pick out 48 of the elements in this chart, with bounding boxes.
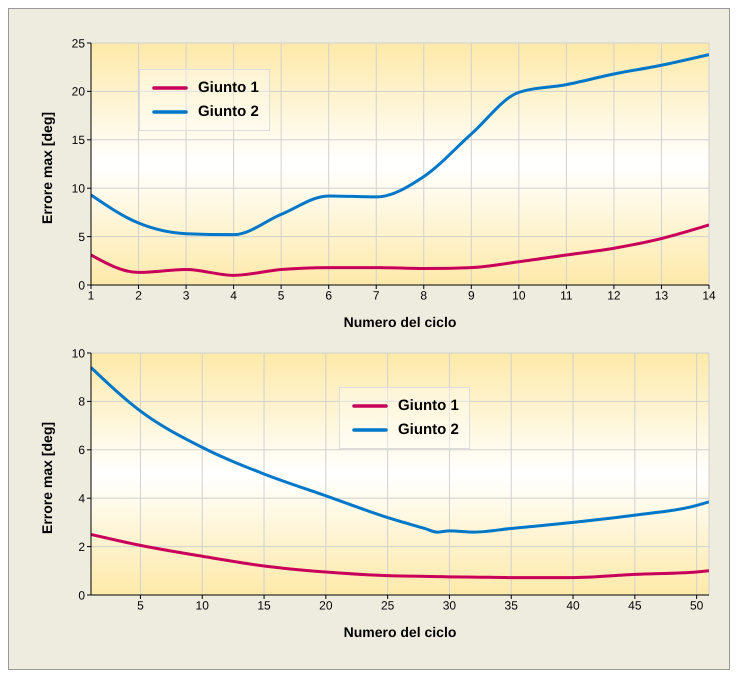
x-tick-label: 5 <box>137 598 144 613</box>
x-tick-label: 2 <box>135 288 142 303</box>
y-tick-label: 20 <box>72 84 86 99</box>
line-series <box>91 366 709 534</box>
legend-label: Giunto 1 <box>398 396 459 416</box>
x-tick-label: 5 <box>278 288 285 303</box>
x-tick-label: 1 <box>88 288 95 303</box>
x-tick-label: 10 <box>196 598 210 613</box>
y-tick-label: 0 <box>78 588 86 602</box>
legend-label: Giunto 2 <box>198 102 259 122</box>
y-axis-title: Errore max [deg] <box>38 112 55 224</box>
x-tick-label: 13 <box>654 288 668 303</box>
x-tick-label: 25 <box>380 598 395 613</box>
y-tick-label: 10 <box>72 181 86 196</box>
x-tick-label: 11 <box>560 288 573 303</box>
x-tick-label: 15 <box>257 598 272 613</box>
x-tick-label: 20 <box>319 598 333 613</box>
y-tick-label: 4 <box>78 491 86 506</box>
y-axis-title: Errore max [deg] <box>38 422 55 534</box>
x-tick-label: 3 <box>182 288 190 303</box>
x-tick-label: 35 <box>504 598 518 613</box>
y-tick-label: 15 <box>72 133 86 148</box>
x-tick-label: 9 <box>468 288 475 303</box>
x-tick-label: 30 <box>442 598 456 613</box>
x-tick-label: 40 <box>566 598 580 613</box>
x-tick-label: 7 <box>372 288 380 303</box>
x-tick-label: 45 <box>628 598 642 613</box>
line-series <box>91 53 709 236</box>
y-tick-label: 10 <box>72 346 86 360</box>
x-tick-label: 50 <box>690 598 704 613</box>
x-tick-label: 14 <box>702 288 716 303</box>
legend-label: Giunto 1 <box>198 78 259 98</box>
line-series <box>91 223 709 277</box>
x-tick-label: 10 <box>512 288 526 303</box>
y-tick-label: 6 <box>78 443 86 458</box>
y-tick-label: 8 <box>78 394 86 409</box>
line-series <box>91 533 709 580</box>
x-axis-title: Numero del ciclo <box>344 624 456 640</box>
y-tick-label: 0 <box>78 278 86 292</box>
x-tick-label: 12 <box>607 288 621 303</box>
y-tick-label: 25 <box>72 36 86 50</box>
x-tick-label: 6 <box>325 288 332 303</box>
y-tick-label: 2 <box>78 540 86 554</box>
x-axis-title: Numero del ciclo <box>344 314 456 330</box>
x-tick-label: 8 <box>420 288 428 303</box>
x-tick-label: 4 <box>230 288 238 303</box>
y-tick-label: 5 <box>78 230 86 244</box>
legend-label: Giunto 2 <box>398 420 459 440</box>
